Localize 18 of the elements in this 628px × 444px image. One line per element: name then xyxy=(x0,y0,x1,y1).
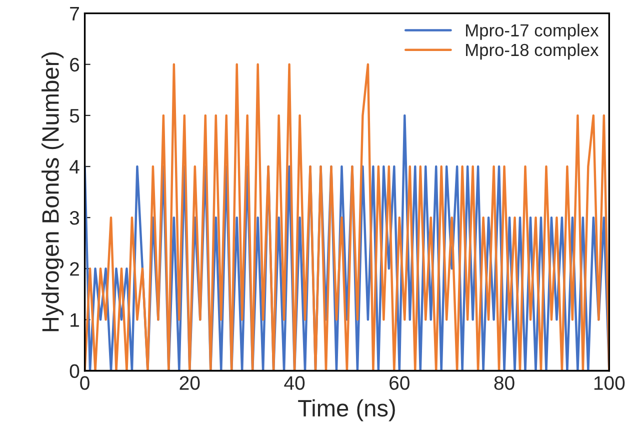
y-tick-label: 3 xyxy=(70,211,80,225)
legend-label: Mpro-18 complex xyxy=(466,43,599,60)
y-tick-label: 7 xyxy=(70,6,79,20)
y-tick-label: 0 xyxy=(70,364,80,378)
x-tick-label: 0 xyxy=(80,376,90,390)
y-tick-label: 6 xyxy=(70,58,80,72)
y-tick-label: 2 xyxy=(70,262,79,276)
legend-label: Mpro-17 complex xyxy=(466,24,599,40)
x-tick-label: 80 xyxy=(494,376,514,390)
y-tick-label: 4 xyxy=(70,160,80,174)
y-tick-label: 1 xyxy=(70,313,79,327)
x-tick-label: 60 xyxy=(390,376,410,390)
x-tick-label: 20 xyxy=(180,376,200,390)
x-tick-label: 40 xyxy=(284,376,305,390)
y-axis-title: Hydrogen Bonds (Number) xyxy=(42,52,64,332)
y-tick-label: 5 xyxy=(70,109,80,123)
x-axis-title: Time (ns) xyxy=(298,399,395,422)
x-tick-label: 100 xyxy=(594,376,625,390)
